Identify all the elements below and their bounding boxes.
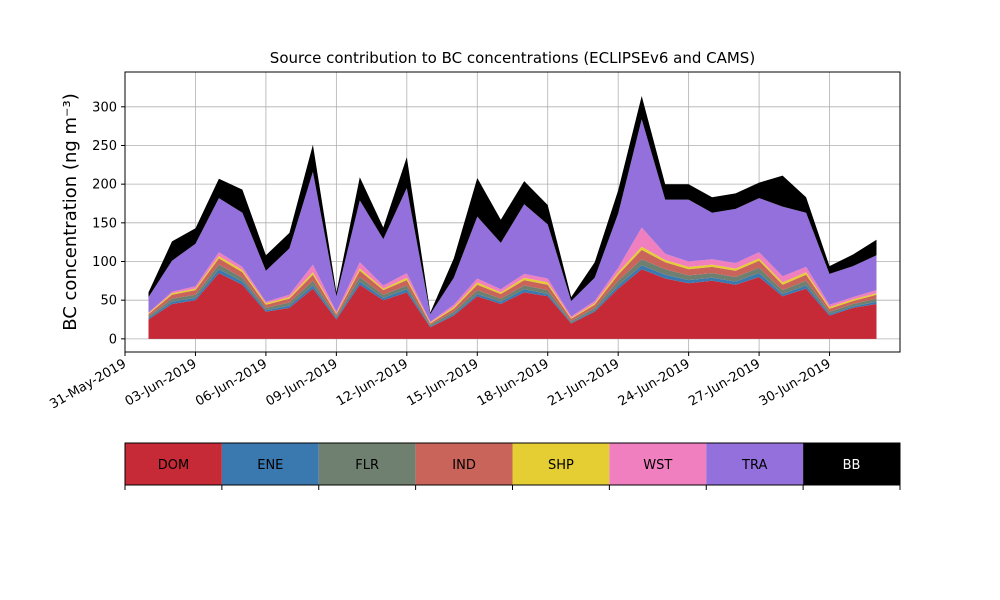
area-series-ind xyxy=(148,249,877,325)
legend-swatch-ene xyxy=(221,443,319,485)
area-series-dom xyxy=(148,269,877,339)
legend: DOM ENE FLR IND SHP WST TRA BB xyxy=(124,442,901,490)
x-tick-label: 30-Jun-2019 xyxy=(757,356,834,409)
legend-swatch-bb xyxy=(803,443,900,485)
legend-swatch-dom xyxy=(125,443,222,485)
y-tick-label: 150 xyxy=(92,216,117,231)
y-tick-label: 100 xyxy=(92,255,117,270)
area-series-flr xyxy=(148,259,877,327)
x-tick-label: 03-Jun-2019 xyxy=(123,356,200,409)
y-axis-label: BC concentration (ng m⁻³) xyxy=(60,93,81,331)
x-tick-label: 21-Jun-2019 xyxy=(545,356,622,409)
chart-title: Source contribution to BC concentrations… xyxy=(270,49,755,67)
legend-swatch-flr xyxy=(318,443,416,485)
legend-label-ene: ENE xyxy=(257,458,283,473)
legend-label-dom: DOM xyxy=(158,458,189,473)
legend-swatch-ind xyxy=(415,443,513,485)
legend-label-tra: TRA xyxy=(741,458,767,473)
y-tick-label: 200 xyxy=(92,178,117,193)
y-tick-label: 50 xyxy=(100,294,117,309)
area-series-ene xyxy=(148,265,877,328)
x-tick-label: 06-Jun-2019 xyxy=(193,356,270,409)
y-tick-label: 300 xyxy=(92,100,117,115)
legend-swatch-tra xyxy=(706,443,804,485)
x-tick-label: 09-Jun-2019 xyxy=(264,356,341,409)
legend-label-wst: WST xyxy=(643,458,672,473)
legend-swatch-wst xyxy=(609,443,707,485)
x-tick-label: 18-Jun-2019 xyxy=(475,356,552,409)
legend-label-bb: BB xyxy=(843,458,861,473)
x-tick-label: 31-May-2019 xyxy=(47,356,129,412)
legend-label-shp: SHP xyxy=(548,458,574,473)
legend-swatch-shp xyxy=(512,443,610,485)
area-series-shp xyxy=(148,246,877,324)
area-layer xyxy=(148,96,877,339)
area-series-bb xyxy=(148,96,877,315)
y-tick-label: 0 xyxy=(109,332,117,347)
area-series-tra xyxy=(148,119,877,322)
x-tick-label: 12-Jun-2019 xyxy=(334,356,411,409)
legend-label-flr: FLR xyxy=(355,458,379,473)
y-tick-label: 250 xyxy=(92,139,117,154)
x-tick-label: 27-Jun-2019 xyxy=(686,356,763,409)
plot-frame xyxy=(124,71,901,353)
x-tick-label: 24-Jun-2019 xyxy=(616,356,693,409)
legend-label-ind: IND xyxy=(452,458,476,473)
x-tick-label: 15-Jun-2019 xyxy=(404,356,481,409)
